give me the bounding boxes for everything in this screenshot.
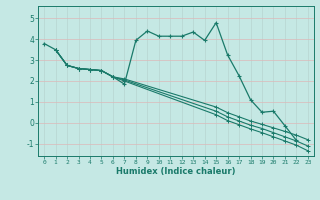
- X-axis label: Humidex (Indice chaleur): Humidex (Indice chaleur): [116, 167, 236, 176]
